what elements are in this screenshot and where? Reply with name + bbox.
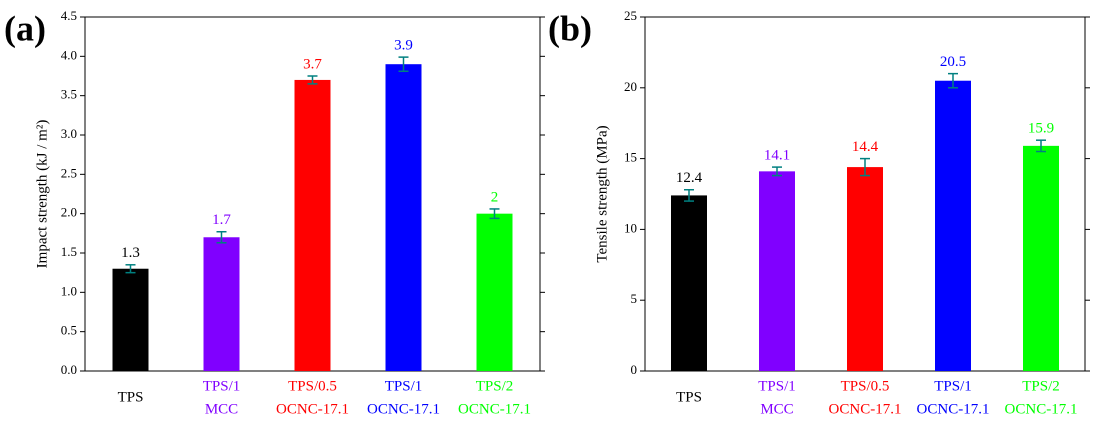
y-tick-label: 1.0 xyxy=(61,283,77,298)
bar xyxy=(385,64,422,371)
x-tick-label: OCNC-17.1 xyxy=(829,401,902,417)
x-tick-label: TPS/2 xyxy=(1022,378,1060,394)
x-tick-label: OCNC-17.1 xyxy=(458,401,531,417)
y-tick-label: 2.0 xyxy=(61,205,77,220)
value-label: 14.4 xyxy=(852,139,879,155)
y-tick-label: 5 xyxy=(631,291,638,306)
y-tick-label: 3.0 xyxy=(61,126,77,141)
panel-label: (b) xyxy=(548,8,592,48)
x-tick-label: TPS/1 xyxy=(758,378,796,394)
value-label: 14.1 xyxy=(764,148,790,164)
y-tick-label: 1.5 xyxy=(61,244,77,259)
x-tick-label: TPS/1 xyxy=(203,378,241,394)
value-label: 12.4 xyxy=(676,170,703,186)
x-tick-label: MCC xyxy=(760,401,793,417)
bar xyxy=(1023,145,1059,371)
bar xyxy=(847,167,883,371)
x-tick-label: MCC xyxy=(205,401,238,417)
bar xyxy=(294,79,331,371)
y-tick-label: 0.0 xyxy=(61,362,77,377)
value-label: 3.7 xyxy=(303,56,322,72)
y-axis-title: Tensile strength (MPa) xyxy=(594,125,610,262)
bar xyxy=(112,268,149,371)
x-tick-label: OCNC-17.1 xyxy=(917,401,990,417)
y-tick-label: 0.5 xyxy=(61,323,77,338)
x-tick-label: OCNC-17.1 xyxy=(1005,401,1078,417)
bar xyxy=(476,213,513,371)
y-tick-label: 4.5 xyxy=(61,8,77,23)
panel-label: (a) xyxy=(4,8,46,48)
y-tick-label: 20 xyxy=(624,79,637,94)
x-tick-label: TPS xyxy=(118,389,144,405)
bar xyxy=(759,171,795,371)
y-tick-label: 2.5 xyxy=(61,165,77,180)
x-tick-label: OCNC-17.1 xyxy=(276,401,349,417)
value-label: 1.3 xyxy=(121,245,140,261)
x-tick-label: TPS xyxy=(676,389,702,405)
y-tick-label: 4.0 xyxy=(61,47,77,62)
value-label: 15.9 xyxy=(1028,121,1054,137)
value-label: 1.7 xyxy=(212,212,231,228)
x-tick-label: TPS/1 xyxy=(385,378,423,394)
bar xyxy=(935,80,971,371)
y-axis-title: Impact strength (kJ / m²) xyxy=(34,120,50,269)
bar xyxy=(203,237,240,371)
value-label: 3.9 xyxy=(394,38,413,54)
x-tick-label: TPS/1 xyxy=(934,378,972,394)
y-tick-label: 0 xyxy=(631,362,638,377)
x-tick-label: TPS/2 xyxy=(476,378,514,394)
x-tick-label: TPS/0.5 xyxy=(841,378,890,394)
x-tick-label: TPS/0.5 xyxy=(288,378,337,394)
value-label: 2 xyxy=(491,189,499,205)
x-tick-label: OCNC-17.1 xyxy=(367,401,440,417)
value-label: 20.5 xyxy=(940,54,966,70)
bar xyxy=(671,195,707,371)
y-tick-label: 10 xyxy=(624,220,637,235)
y-tick-label: 25 xyxy=(624,8,637,23)
y-tick-label: 15 xyxy=(624,150,637,165)
y-tick-label: 3.5 xyxy=(61,87,77,102)
